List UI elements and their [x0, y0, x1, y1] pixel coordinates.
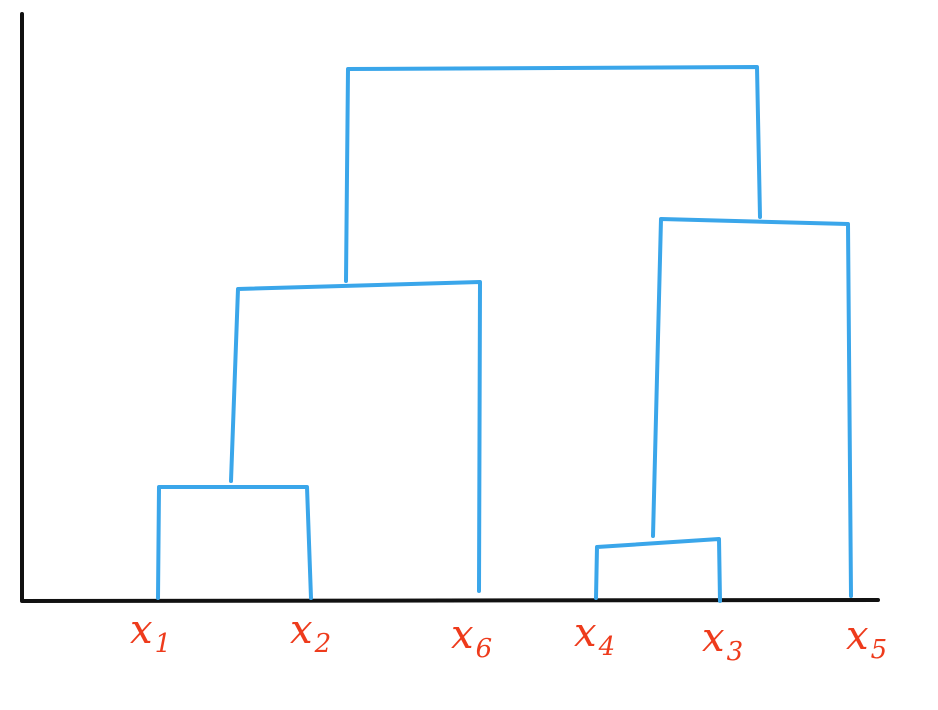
leaf-labels: x1 x2 x6 x4 x3 x5 [130, 607, 887, 667]
leaf-var: x [130, 607, 153, 653]
leaf-label-x6: x6 [451, 612, 492, 664]
merge-x1-x2 [156, 485, 313, 600]
merge-m2-m4 [344, 65, 762, 283]
leaf-label-x3: x3 [702, 615, 743, 667]
merge-m1-x6 [229, 280, 482, 593]
merge-m3-x5 [651, 217, 853, 598]
leaf-subscript: 6 [476, 634, 493, 664]
leaf-var: x [702, 615, 725, 661]
merge-x4-x3 [594, 537, 722, 603]
leaf-subscript: 5 [871, 635, 888, 665]
leaf-var: x [846, 613, 869, 659]
leaf-subscript: 4 [598, 632, 616, 662]
leaf-label-x5: x5 [846, 613, 887, 665]
x-axis [20, 598, 880, 603]
leaf-subscript: 3 [727, 637, 744, 667]
branches [156, 65, 853, 603]
leaf-subscript: 1 [155, 629, 172, 659]
leaf-var: x [574, 610, 597, 656]
leaf-label-x2: x2 [290, 607, 331, 659]
leaf-label-x4: x4 [574, 610, 615, 662]
leaf-subscript: 2 [314, 629, 332, 659]
leaf-var: x [290, 607, 313, 653]
axes [20, 12, 880, 603]
leaf-label-x1: x1 [130, 607, 171, 659]
leaf-var: x [451, 612, 474, 658]
